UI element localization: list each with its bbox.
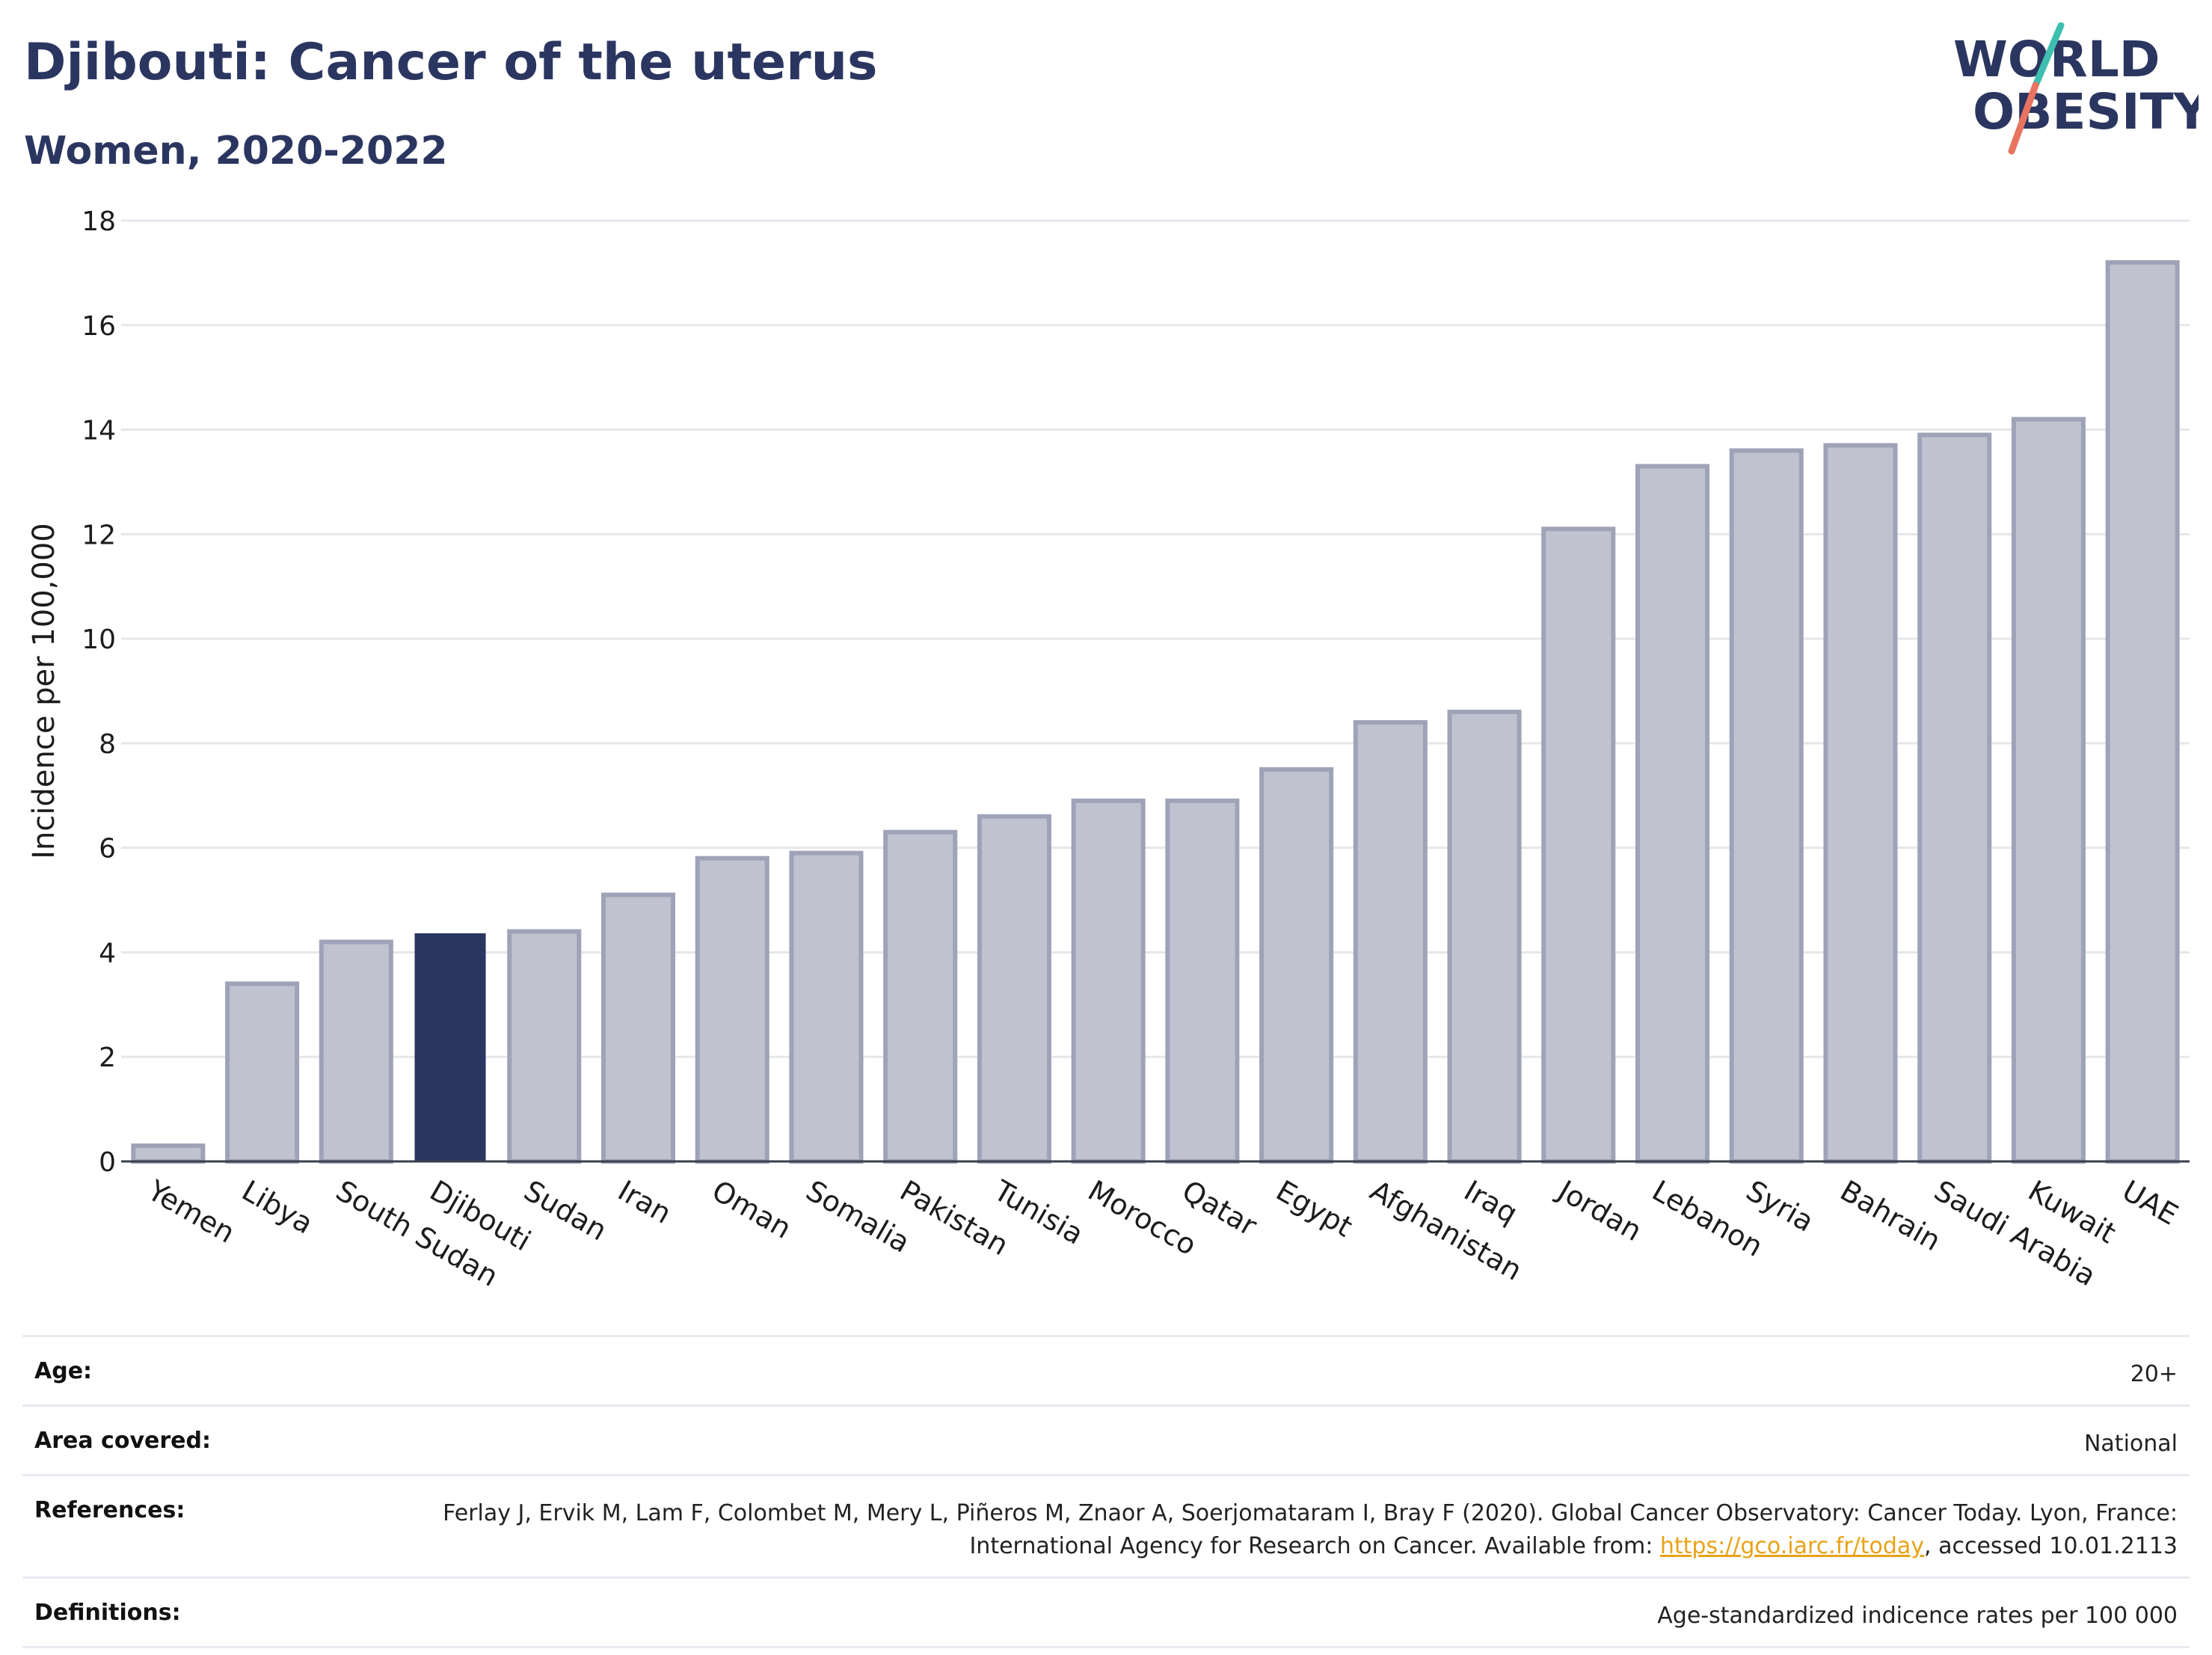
y-tick-label: 0: [99, 1147, 116, 1178]
x-tick-label: Pakistan: [894, 1174, 1014, 1262]
logo-slash-coral: [2008, 82, 2039, 155]
x-tick-label: Oman: [707, 1174, 797, 1245]
bar-south-sudan: [319, 939, 393, 1164]
x-tick-label: Saudi Arabia: [1929, 1174, 2101, 1293]
world-obesity-logo: WORLD OBESITY: [1953, 22, 2199, 155]
age-value: 20+: [2130, 1361, 2178, 1387]
x-tick-label: Iraq: [1459, 1174, 1523, 1230]
bars: [131, 260, 2180, 1164]
bar-qatar: [1165, 798, 1240, 1164]
bar-kuwait: [2011, 417, 2086, 1164]
x-tick-label: Bahrain: [1834, 1174, 1946, 1258]
bar-somalia: [789, 850, 864, 1164]
bar-yemen: [131, 1143, 206, 1164]
bar-sudan: [507, 929, 582, 1164]
y-axis-label: Incidence per 100,000: [27, 523, 61, 859]
area-value: National: [2083, 1431, 2178, 1457]
info-row-age: Age: 20+: [22, 1335, 2190, 1404]
x-tick-label: Egypt: [1271, 1174, 1358, 1244]
references-text: Ferlay J, Ervik M, Lam F, Colombet M, Me…: [443, 1500, 2178, 1559]
bar-oman: [695, 856, 769, 1164]
info-row-area: Area covered: National: [22, 1404, 2190, 1474]
x-tick-label: Libya: [236, 1174, 319, 1241]
bar-saudi-arabia: [1917, 432, 1992, 1164]
y-tick-label: 18: [82, 206, 116, 237]
bar-afghanistan: [1353, 719, 1428, 1164]
bar-iraq: [1447, 709, 1522, 1164]
info-table: Age: 20+ Area covered: National Referenc…: [22, 1335, 2190, 1648]
definitions-label: Definitions:: [34, 1600, 181, 1626]
references-label: References:: [34, 1497, 185, 1523]
bar-morocco: [1071, 798, 1146, 1164]
area-label: Area covered:: [34, 1428, 211, 1454]
x-tick-label: Iran: [612, 1174, 677, 1230]
y-tick-labels: 0 2 4 6 8 10 12 14 16 18: [82, 206, 116, 1178]
bar-libya: [225, 981, 300, 1164]
x-tick-label: UAE: [2117, 1174, 2184, 1232]
x-tick-label: Jordan: [1552, 1173, 1647, 1248]
bar-bahrain: [1823, 443, 1898, 1164]
y-tick-label: 2: [99, 1043, 116, 1073]
info-row-references: References: Ferlay J, Ervik M, Lam F, Co…: [22, 1474, 2190, 1576]
bar-djibouti: [414, 933, 486, 1162]
info-row-definitions: Definitions: Age-standardized indicence …: [22, 1576, 2190, 1648]
references-accessed: , accessed 10.01.2113: [1924, 1533, 2178, 1559]
chart-subtitle: Women, 2020-2022: [24, 129, 448, 174]
bar-uae: [2105, 260, 2180, 1164]
logo-line-2: OBESITY: [1973, 83, 2199, 141]
logo-slash-teal: [2032, 22, 2065, 89]
x-tick-label: Sudan: [518, 1174, 612, 1247]
bar-iran: [600, 892, 676, 1164]
y-tick-label: 16: [82, 311, 116, 342]
chart-title: Djibouti: Cancer of the uterus: [24, 33, 878, 92]
y-tick-label: 14: [82, 416, 116, 446]
x-tick-label: Morocco: [1083, 1174, 1202, 1262]
bar-jordan: [1541, 526, 1616, 1164]
y-tick-label: 8: [99, 729, 116, 760]
y-tick-label: 10: [82, 624, 116, 655]
age-label: Age:: [34, 1358, 93, 1384]
definitions-value: Age-standardized indicence rates per 100…: [1657, 1603, 2178, 1629]
x-tick-label: Yemen: [141, 1173, 240, 1250]
references-link[interactable]: https://gco.iarc.fr/today: [1659, 1533, 1925, 1559]
bar-lebanon: [1635, 464, 1710, 1164]
y-tick-label: 12: [82, 520, 116, 550]
bar-tunisia: [977, 814, 1051, 1164]
x-tick-label: South Sudan: [331, 1174, 504, 1293]
x-tick-label: Somalia: [800, 1174, 915, 1259]
bar-pakistan: [883, 829, 958, 1164]
y-tick-label: 6: [99, 834, 116, 865]
bar-egypt: [1259, 767, 1334, 1164]
y-tick-label: 4: [99, 938, 116, 968]
bar-syria: [1729, 448, 1804, 1164]
references-value: Ferlay J, Ervik M, Lam F, Colombet M, Me…: [420, 1497, 2178, 1563]
